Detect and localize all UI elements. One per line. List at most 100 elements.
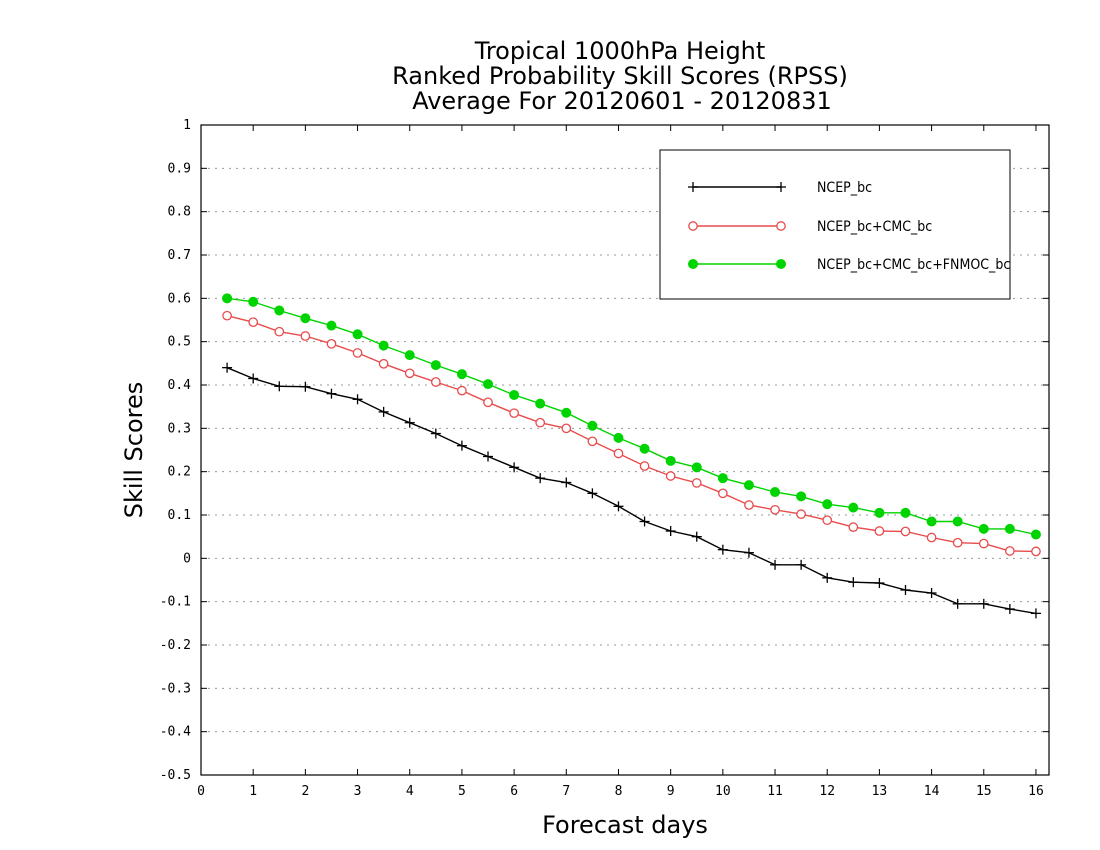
axis-ticks: -0.5 -0.4 -0.3 -0.2 -0.1 0 0.1 0.2 0.3 0.4 0.5 0.6 0… [160, 118, 1049, 799]
plus-marker [404, 417, 415, 428]
plus-marker [691, 531, 702, 542]
plus-marker [300, 381, 311, 392]
y-tick-label: 0.7 [168, 248, 191, 263]
plus-marker [483, 451, 494, 462]
open-circle-marker [248, 317, 259, 328]
y-axis-label: Skill Scores [120, 382, 148, 519]
plus-marker [822, 572, 833, 583]
plus-marker [326, 388, 337, 399]
x-tick-label: 7 [562, 784, 570, 799]
x-tick-label: 9 [667, 784, 675, 799]
filled-circle-marker [691, 462, 702, 473]
open-circle-marker [222, 310, 232, 321]
open-circle-marker [430, 377, 441, 387]
plus-marker [1004, 604, 1015, 615]
plus-marker [561, 477, 572, 488]
y-tick-label: 0.4 [168, 378, 192, 393]
open-circle-marker [613, 448, 624, 459]
plus-marker [509, 462, 520, 473]
plus-marker [776, 182, 786, 192]
open-circle-marker [717, 488, 728, 499]
open-circle-marker [776, 221, 786, 231]
y-tick-label: 0.9 [168, 161, 191, 176]
filled-circle-marker [776, 259, 786, 269]
plus-marker [770, 559, 781, 570]
filled-circle-marker [587, 420, 598, 431]
y-tick-label: 0.3 [168, 421, 191, 436]
plus-marker [535, 473, 546, 484]
legend-item: NCEP_bc+CMC_bc [688, 219, 932, 235]
filled-circle-marker [952, 516, 963, 527]
filled-circle-marker [561, 407, 572, 418]
x-tick-label: 8 [615, 784, 623, 799]
open-circle-marker [587, 436, 598, 447]
plus-marker [378, 406, 389, 417]
plus-marker [926, 588, 937, 598]
legend-items: NCEP_bc NCEP_bc+CMC_bc NCEP_bc+CMC_bc+FNMO… [688, 180, 1010, 273]
plus-marker [430, 428, 441, 439]
open-circle-marker [639, 461, 650, 471]
filled-circle-marker [978, 523, 989, 534]
x-tick-label: 10 [715, 784, 731, 799]
plus-marker [613, 501, 624, 512]
x-tick-label: 15 [976, 784, 992, 799]
legend-label: NCEP_bc+CMC_bc [817, 219, 932, 235]
plus-marker [743, 547, 754, 558]
x-tick-label: 5 [458, 784, 466, 799]
open-circle-marker [483, 397, 493, 408]
filled-circle-marker [456, 369, 467, 380]
x-tick-label: 14 [924, 784, 940, 799]
open-circle-marker [378, 358, 389, 369]
open-circle-marker [874, 526, 885, 536]
y-tick-label: -0.1 [160, 595, 191, 610]
filled-circle-marker [300, 313, 311, 324]
y-tick-label: -0.2 [160, 638, 191, 653]
plus-marker [796, 559, 807, 570]
open-circle-marker [665, 471, 676, 481]
plus-marker [587, 488, 598, 499]
x-tick-label: 3 [354, 784, 362, 799]
y-tick-label: 1 [183, 118, 191, 133]
filled-circle-marker [535, 398, 546, 409]
open-circle-marker [274, 326, 285, 337]
filled-circle-marker [743, 480, 754, 491]
filled-circle-marker [639, 443, 650, 454]
filled-circle-marker [1030, 529, 1041, 540]
plot-area-frame [200, 124, 1050, 776]
legend-item: NCEP_bc+CMC_bc+FNMOC_bc [688, 257, 1010, 273]
legend-label: NCEP_bc [817, 180, 872, 196]
open-circle-marker [404, 368, 415, 379]
plus-marker [900, 584, 911, 595]
filled-circle-marker [770, 487, 781, 498]
filled-circle-marker [352, 329, 363, 340]
filled-circle-marker [848, 502, 859, 513]
open-circle-marker [326, 338, 337, 349]
filled-circle-marker [222, 293, 233, 304]
plus-marker [874, 578, 885, 589]
open-circle-marker [900, 526, 911, 537]
filled-circle-marker [509, 389, 520, 400]
y-tick-label: 0.2 [168, 465, 191, 480]
open-circle-marker [978, 538, 989, 549]
open-circle-marker [352, 348, 363, 358]
x-tick-label: 4 [406, 784, 414, 799]
filled-circle-marker [378, 340, 389, 351]
y-tick-label: 0 [183, 551, 191, 566]
open-circle-marker [952, 537, 963, 548]
filled-circle-marker [926, 516, 937, 527]
chart-title-line-3: Average For 20120601 - 20120831 [412, 87, 832, 115]
x-tick-label: 1 [249, 784, 257, 799]
plus-marker [352, 394, 363, 405]
filled-circle-marker [430, 360, 441, 371]
plus-marker [688, 182, 698, 192]
series-2 [222, 293, 1041, 540]
filled-circle-marker [1004, 523, 1015, 534]
legend: NCEP_bc NCEP_bc+CMC_bc NCEP_bc+CMC_bc+FNMO… [659, 149, 1011, 300]
filled-circle-marker [274, 305, 285, 316]
open-circle-marker [822, 515, 833, 526]
filled-circle-marker [822, 499, 833, 510]
filled-circle-marker [483, 379, 494, 390]
open-circle-marker [561, 423, 572, 434]
plus-marker [1030, 608, 1041, 619]
open-circle-marker [1005, 546, 1015, 556]
